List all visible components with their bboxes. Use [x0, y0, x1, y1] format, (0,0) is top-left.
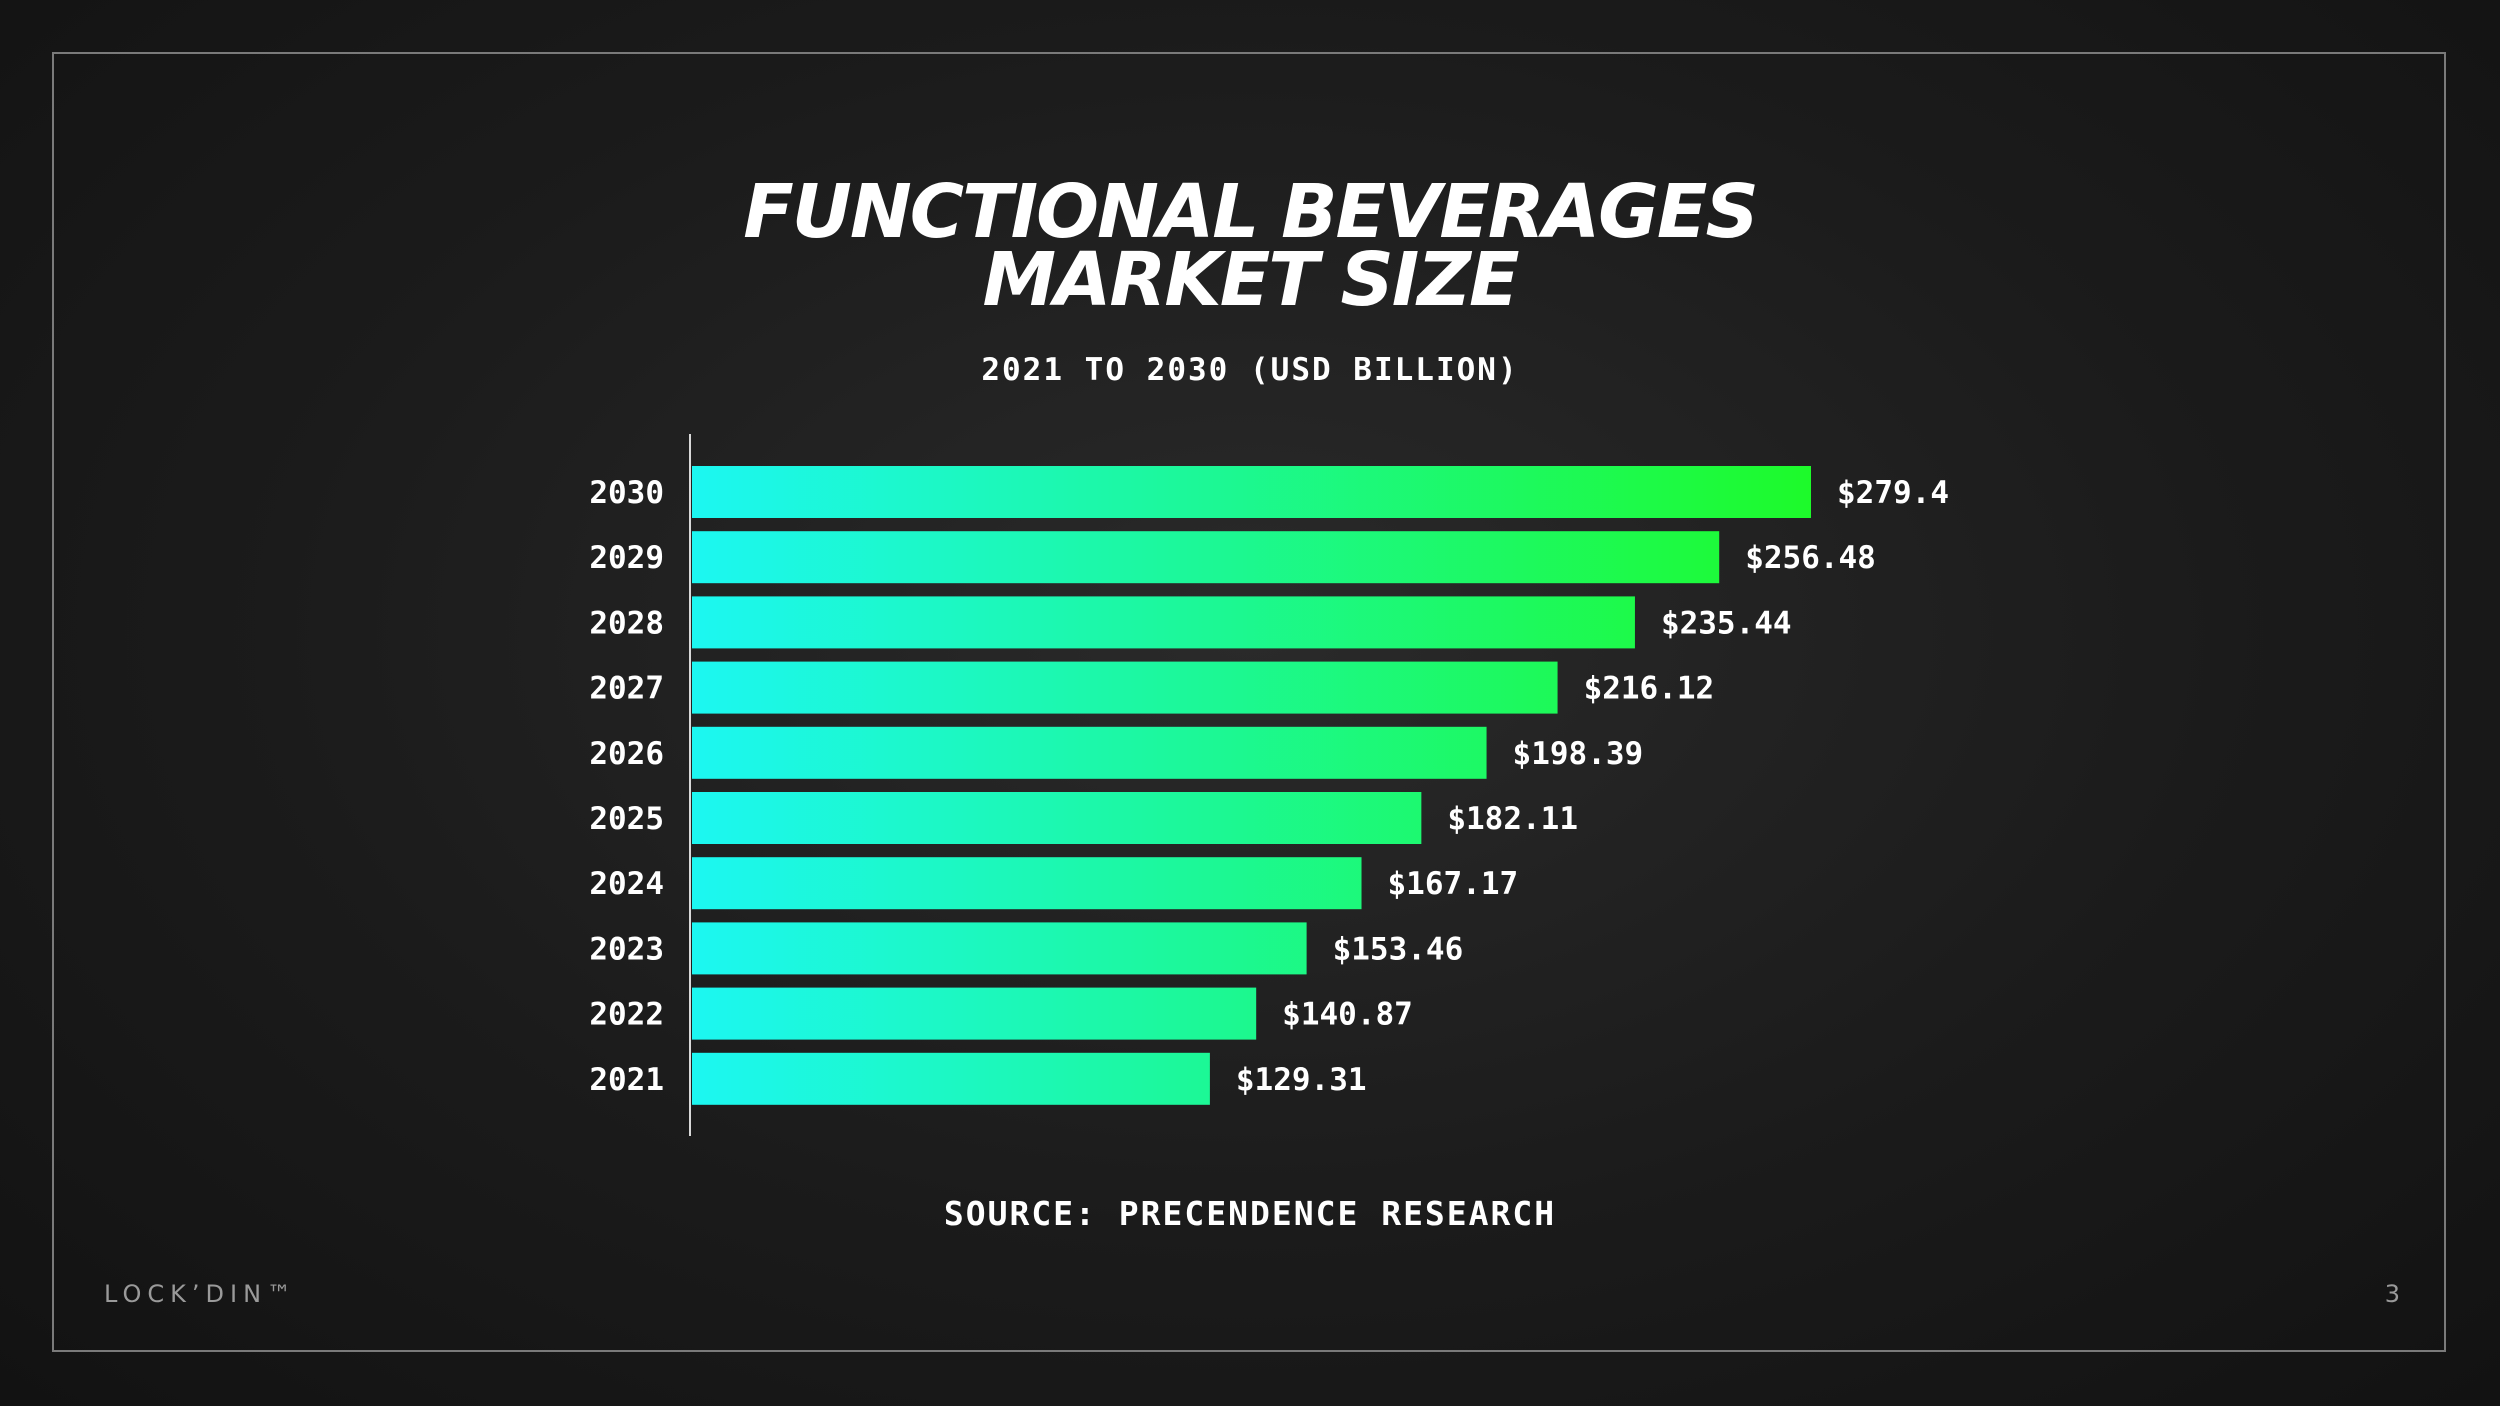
chart-title: FUNCTIONAL BEVERAGES MARKET SIZE [0, 175, 2500, 317]
category-label-2025: 2025 [589, 801, 664, 837]
slide-frame [52, 52, 2446, 1352]
value-label-2025: $182.11 [1447, 801, 1578, 837]
bar-2030 [692, 466, 1811, 518]
bar-2026 [692, 726, 1487, 779]
page-number: 3 [2384, 1280, 2400, 1308]
category-label-2029: 2029 [589, 540, 664, 576]
title-line-2: MARKET SIZE [982, 237, 1519, 323]
bar-2028 [692, 596, 1635, 649]
value-label-2026: $198.39 [1513, 736, 1644, 772]
bar-2023 [692, 922, 1307, 975]
bar-2029 [692, 531, 1720, 584]
category-label-2023: 2023 [589, 931, 664, 967]
brand-logo-text: LOCK’DIN™ [104, 1280, 298, 1308]
value-label-2027: $216.12 [1584, 671, 1715, 707]
value-label-2023: $153.46 [1333, 931, 1464, 967]
bar-2022 [692, 987, 1257, 1040]
bar-2027 [692, 661, 1558, 714]
category-label-2028: 2028 [589, 605, 664, 641]
value-label-2024: $167.17 [1388, 866, 1519, 902]
value-label-2030: $279.4 [1837, 475, 1949, 511]
category-label-2021: 2021 [589, 1062, 664, 1098]
chart-subtitle: 2021 TO 2030 (USD BILLION) [981, 352, 1519, 388]
bar-2024 [692, 857, 1362, 910]
bar-2021 [692, 1052, 1210, 1105]
bar-2025 [692, 792, 1422, 844]
value-label-2021: $129.31 [1236, 1062, 1367, 1098]
bars-group: 2030 $279.4 2029 $256.48 2028 $235.44 2027 $216… [589, 466, 1949, 1105]
category-label-2026: 2026 [589, 736, 664, 772]
source-note: SOURCE: PRECENDENCE RESEARCH [943, 1194, 1557, 1233]
title-line-1: FUNCTIONAL BEVERAGES [743, 169, 1759, 255]
category-label-2027: 2027 [589, 671, 664, 707]
value-label-2029: $256.48 [1745, 540, 1876, 576]
category-label-2030: 2030 [589, 475, 664, 511]
category-label-2024: 2024 [589, 866, 664, 902]
value-label-2022: $140.87 [1282, 997, 1413, 1033]
value-label-2028: $235.44 [1661, 605, 1792, 641]
category-label-2022: 2022 [589, 997, 664, 1033]
